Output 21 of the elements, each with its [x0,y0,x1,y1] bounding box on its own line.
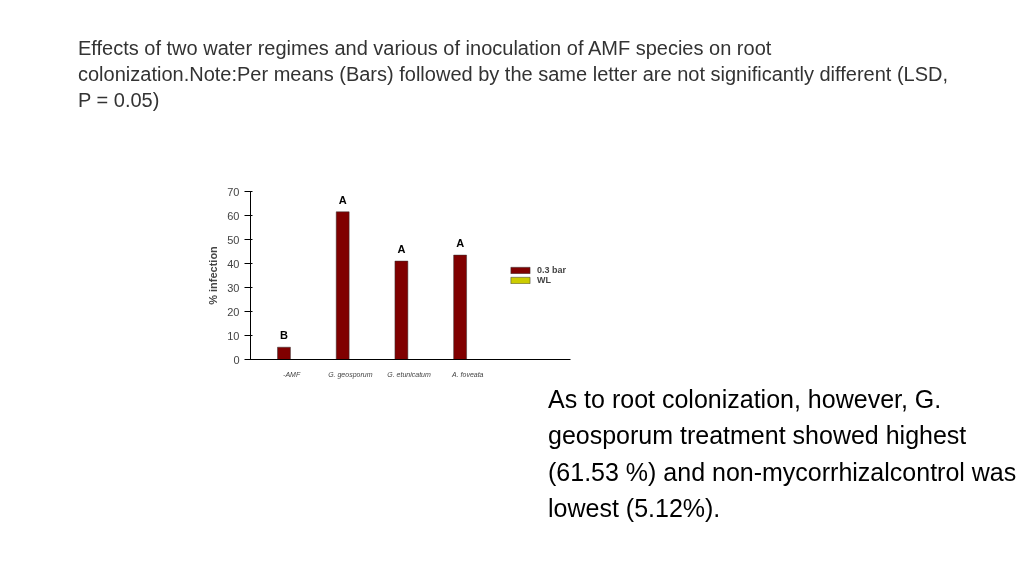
y-axis-title: % infection [207,245,220,305]
bar [335,211,350,360]
legend-label: 0.3 bar [536,265,566,275]
bar [277,346,291,360]
y-tick-label: 0 [233,353,240,366]
y-tick-label: 10 [227,329,240,342]
y-tick-label: 30 [227,281,240,294]
legend-label: WL [536,275,552,285]
chart-title: Effects of two water regimes and various of inoculation of AMF species on root colonization.Note:Per means (Bars) followed by the same letter are not significantly different (LSD, P = 0.05) [78,36,950,113]
text: As to root colonization, however, G. geosporum treatment showed highest (61.53 %) and non-mycorrhizalcontrol was lowest (5.12%). [548,384,1018,524]
annotation: A [397,243,406,256]
annotation: A [456,237,465,250]
y-tick-label: 20 [227,305,240,318]
y-tick-label: 60 [227,209,240,222]
bar [394,260,409,360]
annotation: B [280,329,288,342]
annotation: A [338,193,347,206]
bar [453,254,467,360]
y-tick-label: 50 [227,233,240,246]
y-tick-label: 70 [227,185,240,198]
y-tick-label: 40 [227,257,240,270]
